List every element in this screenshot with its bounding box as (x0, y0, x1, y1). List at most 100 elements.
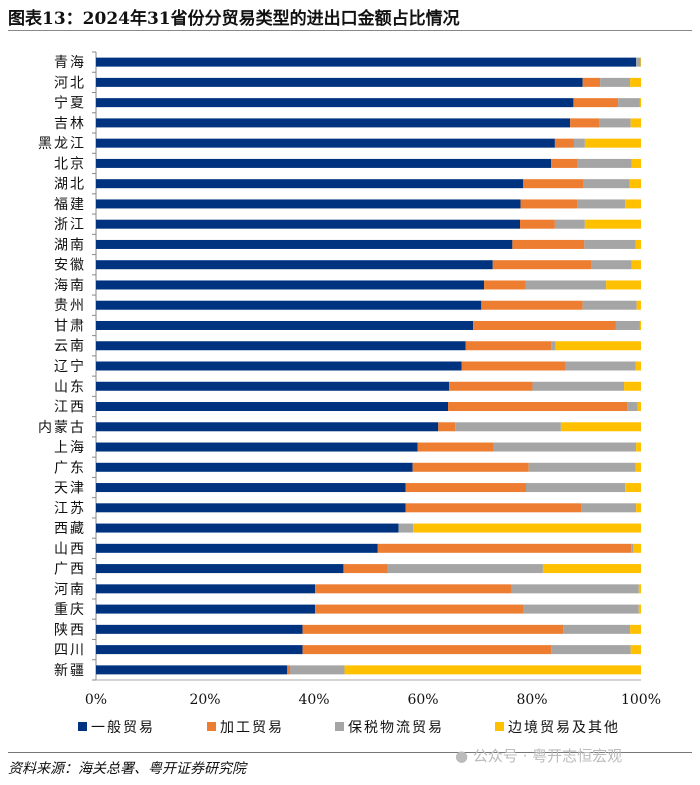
bar-segment-general (96, 564, 344, 574)
legend-label: 加工贸易 (220, 720, 284, 736)
bar-segment-general (96, 341, 466, 351)
category-label: 江西 (54, 400, 86, 416)
legend-label: 一般贸易 (91, 720, 155, 736)
bar-segment-processing (287, 665, 291, 675)
category-label: 湖南 (54, 237, 86, 253)
category-label: 黑龙江 (38, 136, 86, 152)
category-label: 青海 (54, 55, 86, 71)
bar-segment-processing (523, 179, 584, 189)
category-label: 湖北 (54, 177, 86, 193)
category-label: 云南 (54, 339, 86, 355)
x-tick-label: 60% (407, 692, 438, 708)
bar-segment-border (344, 665, 641, 675)
bar-segment-processing (512, 239, 585, 249)
bar-segment-processing (315, 584, 512, 594)
bar-segment-border (638, 584, 641, 594)
bar-segment-bonded (636, 57, 641, 67)
bar-segment-general (96, 219, 521, 229)
bar-segment-processing (438, 422, 456, 432)
bar-segment-bonded (532, 381, 625, 391)
category-label: 广西 (54, 562, 86, 578)
x-tick-label: 40% (298, 692, 329, 708)
bar-segment-general (96, 239, 513, 249)
bar-segment-general (96, 523, 399, 533)
bar-segment-processing (570, 118, 600, 128)
bar-segment-processing (484, 280, 526, 290)
category-label: 四川 (54, 643, 86, 659)
bar-segment-bonded (618, 98, 640, 108)
category-label: 天津 (54, 481, 86, 497)
category-label: 广东 (54, 460, 86, 476)
bar-segment-general (96, 77, 583, 87)
bar-segment-bonded (600, 77, 631, 87)
bar-segment-processing (343, 564, 388, 574)
bar-segment-bonded (455, 422, 561, 432)
bar-segment-border (637, 402, 641, 412)
bar-segment-general (96, 158, 552, 168)
bar-segment-general (96, 361, 462, 371)
legend-swatch (207, 722, 216, 731)
category-label: 江苏 (54, 501, 86, 517)
bar-segment-border (625, 483, 641, 493)
category-label: 河南 (54, 582, 86, 598)
bar-segment-general (96, 665, 288, 675)
legend-swatch (495, 722, 504, 731)
bar-segment-general (96, 483, 406, 493)
bar-segment-border (630, 77, 641, 87)
category-label: 吉林 (54, 116, 86, 132)
bar-segment-bonded (290, 665, 345, 675)
bar-segment-bonded (526, 483, 626, 493)
bar-segment-general (96, 320, 474, 330)
bar-segment-bonded (511, 584, 639, 594)
bar-segment-bonded (591, 260, 632, 270)
bar-segment-general (96, 462, 413, 472)
bar-segment-border (639, 98, 641, 108)
bar-segment-general (96, 280, 485, 290)
bar-segment-border (636, 300, 641, 310)
legend-label: 边境贸易及其他 (508, 720, 620, 736)
bar-segment-border (630, 624, 641, 634)
bar-segment-border (635, 462, 641, 472)
bar-segment-border (555, 341, 641, 351)
bar-segment-border (584, 138, 641, 148)
bar-segment-border (640, 57, 641, 67)
bar-segment-processing (449, 381, 533, 391)
bar-segment-processing (554, 138, 574, 148)
bar-segment-processing (405, 503, 582, 513)
category-label: 北京 (54, 156, 86, 172)
bar-segment-general (96, 179, 524, 189)
title-divider (8, 30, 692, 31)
x-tick-label: 80% (516, 692, 547, 708)
bar-segment-bonded (523, 604, 639, 614)
bar-segment-general (96, 604, 316, 614)
bar-segment-general (96, 422, 439, 432)
stacked-bar-chart: 青海河北宁夏吉林黑龙江北京湖北福建浙江湖南安徽海南贵州甘肃云南辽宁山东江西内蒙古… (38, 51, 661, 736)
category-label: 内蒙古 (38, 420, 86, 436)
bar-segment-general (96, 503, 406, 513)
bar-segment-general (96, 138, 555, 148)
bar-segment-border (630, 118, 641, 128)
x-tick-label: 0% (85, 692, 107, 708)
bar-segment-general (96, 118, 571, 128)
category-label: 辽宁 (54, 358, 86, 375)
category-label: 上海 (54, 440, 86, 456)
bar-segment-general (96, 260, 493, 270)
category-label: 西藏 (54, 521, 86, 537)
category-label: 重庆 (54, 602, 86, 618)
bar-segment-processing (520, 219, 555, 229)
bar-segment-bonded (627, 402, 638, 412)
bar-segment-border (631, 158, 641, 168)
bar-segment-processing (551, 158, 578, 168)
bar-segment-general (96, 584, 316, 594)
bar-segment-processing (417, 442, 494, 452)
bar-segment-general (96, 543, 378, 553)
bar-segment-processing (405, 483, 527, 493)
bar-segment-border (636, 442, 641, 452)
bar-segment-processing (315, 604, 524, 614)
bar-segment-border (584, 219, 641, 229)
category-label: 新疆 (54, 663, 86, 679)
bar-segment-general (96, 199, 521, 209)
bar-segment-border (624, 381, 641, 391)
bar-segment-processing (520, 199, 578, 209)
bar-segment-bonded (565, 361, 636, 371)
